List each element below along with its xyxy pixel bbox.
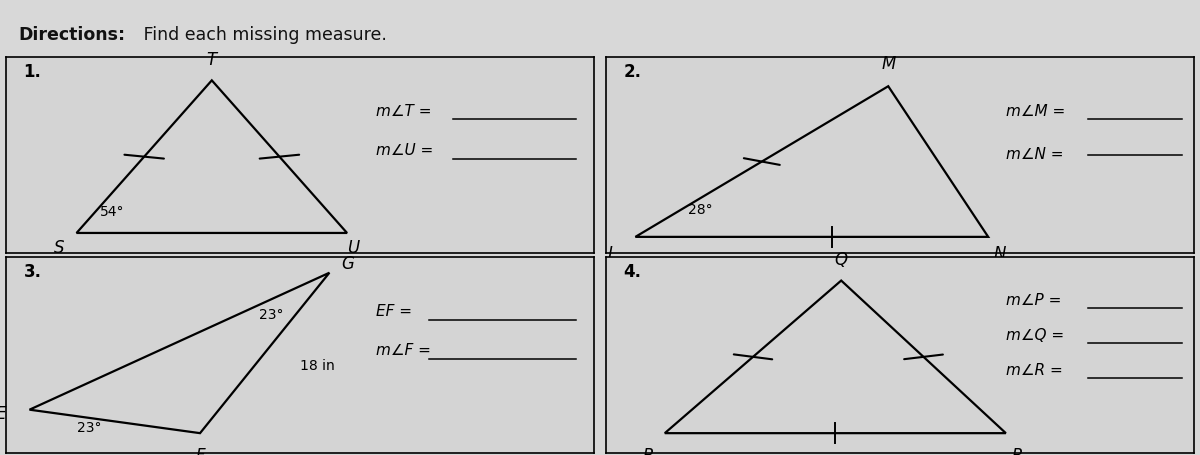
Text: m∠F =: m∠F =: [377, 344, 431, 359]
Text: m∠T =: m∠T =: [377, 104, 432, 119]
Text: 2.: 2.: [624, 63, 642, 81]
Text: S: S: [54, 239, 64, 257]
Text: T: T: [206, 51, 217, 69]
Text: m∠U =: m∠U =: [377, 143, 433, 158]
Text: m∠N =: m∠N =: [1006, 147, 1063, 162]
Text: 23°: 23°: [77, 421, 101, 435]
Text: 4.: 4.: [624, 263, 642, 281]
Text: 28°: 28°: [689, 203, 713, 217]
Text: F: F: [196, 447, 205, 455]
Text: 3.: 3.: [24, 263, 42, 281]
Text: Find each missing measure.: Find each missing measure.: [138, 26, 386, 45]
Text: M: M: [881, 55, 895, 72]
Text: P: P: [642, 447, 652, 455]
Text: EF =: EF =: [377, 304, 413, 319]
Text: 1.: 1.: [24, 63, 42, 81]
Text: N: N: [994, 245, 1006, 263]
Text: 18 in: 18 in: [300, 359, 335, 373]
Text: Directions:: Directions:: [18, 26, 125, 45]
Text: U: U: [347, 239, 359, 257]
Text: E: E: [0, 404, 6, 423]
Text: R: R: [1012, 447, 1024, 455]
Text: m∠R =: m∠R =: [1006, 363, 1062, 378]
Text: m∠M =: m∠M =: [1006, 104, 1066, 119]
Text: 54°: 54°: [100, 205, 125, 219]
Text: L: L: [607, 245, 617, 263]
Text: m∠Q =: m∠Q =: [1006, 328, 1064, 343]
Text: G: G: [341, 255, 354, 273]
Text: 23°: 23°: [259, 308, 283, 322]
Text: Q: Q: [835, 251, 847, 269]
Text: m∠P =: m∠P =: [1006, 293, 1061, 308]
